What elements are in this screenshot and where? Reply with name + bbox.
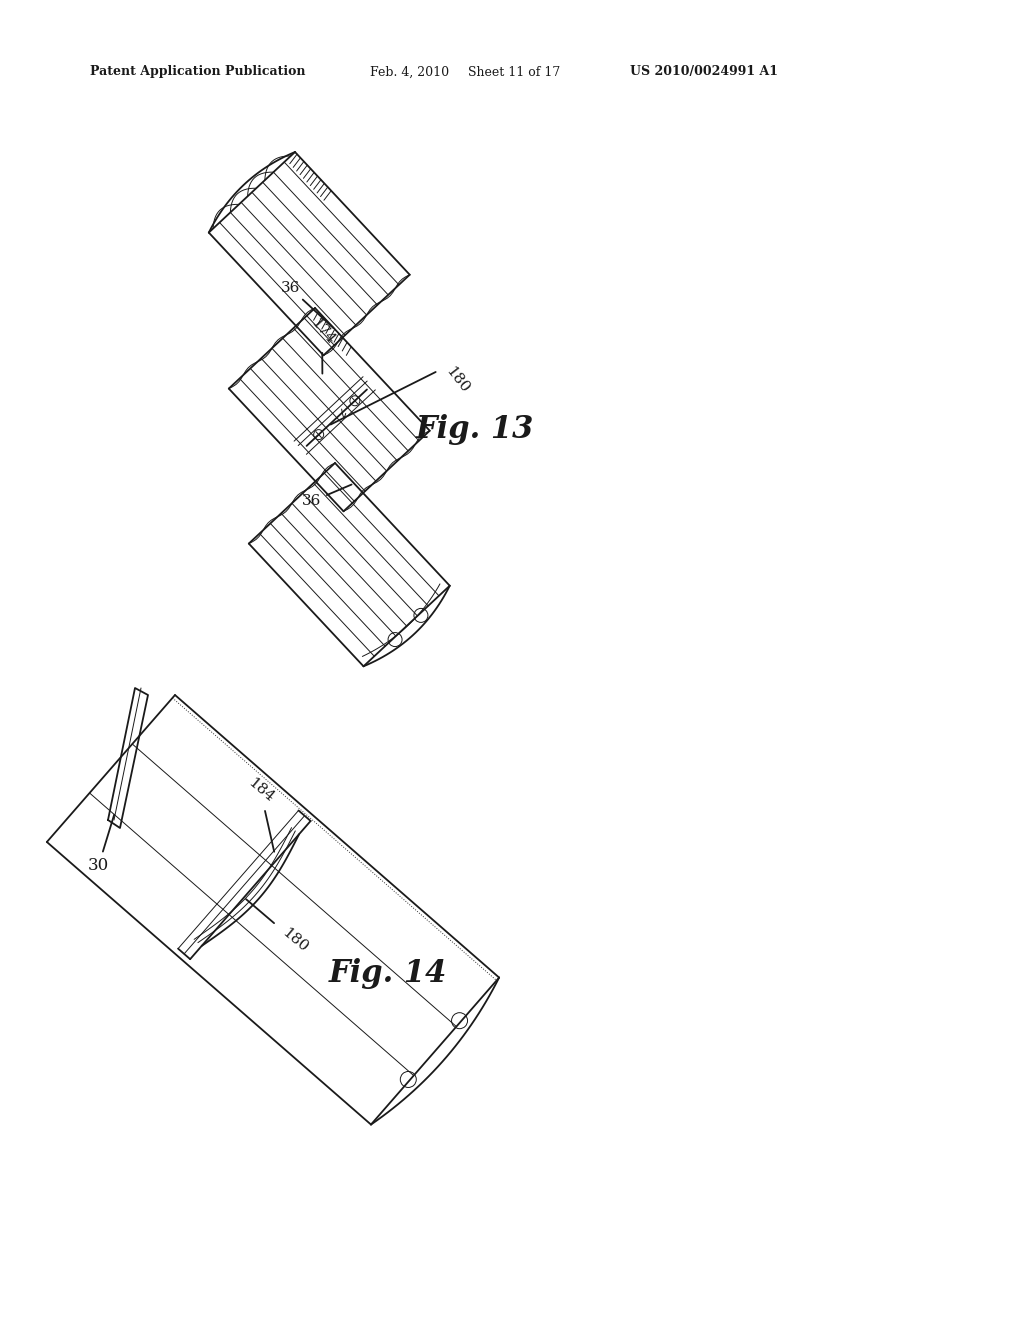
Text: 30: 30 (88, 814, 115, 874)
Text: Sheet 11 of 17: Sheet 11 of 17 (468, 66, 560, 78)
Text: US 2010/0024991 A1: US 2010/0024991 A1 (630, 66, 778, 78)
Text: Patent Application Publication: Patent Application Publication (90, 66, 305, 78)
Text: Feb. 4, 2010: Feb. 4, 2010 (370, 66, 450, 78)
Text: 36: 36 (281, 281, 334, 329)
Text: 180: 180 (443, 364, 472, 395)
Text: 36: 36 (302, 484, 351, 508)
Text: Fig. 13: Fig. 13 (416, 414, 535, 445)
Text: 174: 174 (307, 315, 337, 374)
Text: Fig. 14: Fig. 14 (329, 958, 447, 989)
Text: 180: 180 (246, 899, 310, 956)
Text: 184: 184 (245, 776, 276, 851)
